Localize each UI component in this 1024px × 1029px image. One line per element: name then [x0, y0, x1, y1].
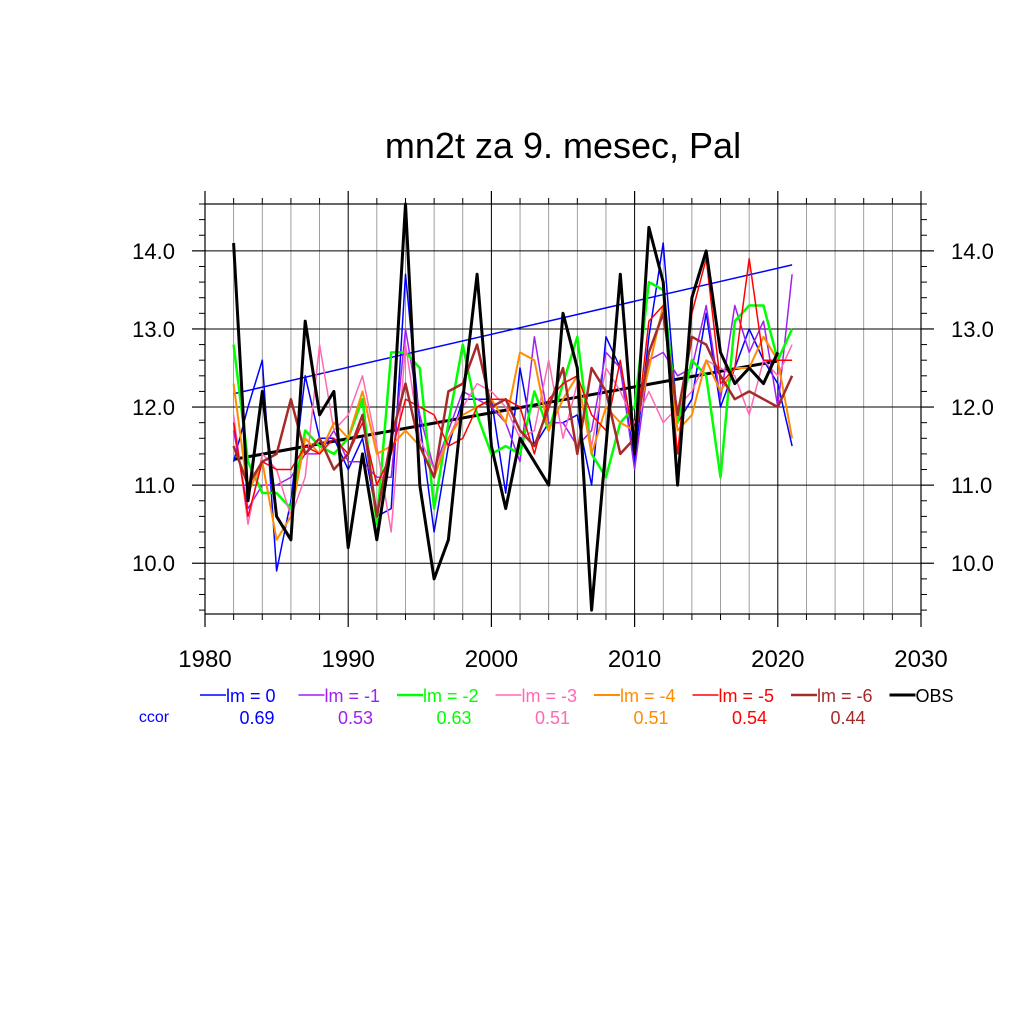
series-line-1: [232, 274, 793, 510]
ccor-value: 0.51: [633, 708, 668, 728]
legend-label: lm = -2: [423, 686, 479, 706]
y-tick-label-left: 12.0: [132, 395, 175, 420]
legend-label: lm = 0: [226, 686, 276, 706]
y-tick-label-right: 12.0: [951, 395, 994, 420]
legend-label: lm = -4: [620, 686, 676, 706]
ccor-value: 0.44: [830, 708, 865, 728]
ccor-value: 0.69: [239, 708, 274, 728]
y-tick-label-right: 11.0: [951, 473, 992, 498]
series-lines: [232, 202, 794, 612]
y-tick-label-left: 11.0: [134, 473, 175, 498]
x-tick-label: 1980: [178, 646, 231, 673]
plot-frame: [204, 203, 922, 615]
ccor-value: 0.51: [535, 708, 570, 728]
x-tick-label: 2020: [751, 646, 804, 673]
series-line-3: [232, 343, 793, 533]
ccor-value: 0.54: [732, 708, 767, 728]
series-line-5: [232, 257, 793, 518]
y-tick-label-left: 13.0: [132, 317, 175, 342]
legend-label: OBS: [916, 686, 954, 706]
legend-label: lm = -5: [719, 686, 775, 706]
ccor-value: 0.63: [436, 708, 471, 728]
y-tick-label-right: 10.0: [951, 551, 994, 576]
y-tick-label-left: 10.0: [132, 551, 175, 576]
legend-label: lm = -3: [522, 686, 578, 706]
chart-title: mn2t za 9. mesec, Pal: [385, 125, 741, 166]
legend-label: lm = -1: [325, 686, 381, 706]
x-tick-label: 2010: [608, 646, 661, 673]
y-tick-label-right: 13.0: [951, 317, 994, 342]
series-line-4: [232, 304, 794, 541]
series-line-6: [232, 312, 794, 518]
ccor-value: 0.53: [338, 708, 373, 728]
series-line-2: [232, 280, 794, 526]
legend-label: lm = -6: [817, 686, 873, 706]
y-tick-label-left: 14.0: [132, 239, 175, 264]
x-tick-label: 2000: [465, 646, 518, 673]
y-tick-label-right: 14.0: [951, 239, 994, 264]
plot-border: [204, 203, 922, 615]
ccor-label: ccor: [139, 709, 170, 726]
x-tick-label: 1990: [322, 646, 375, 673]
axis-ticks: 1980 1990 2000 2010 2020 2030 10.0 10.0 11.0 11.0…: [132, 191, 994, 673]
series-line-7: [232, 202, 780, 612]
x-tick-label: 2030: [894, 646, 947, 673]
